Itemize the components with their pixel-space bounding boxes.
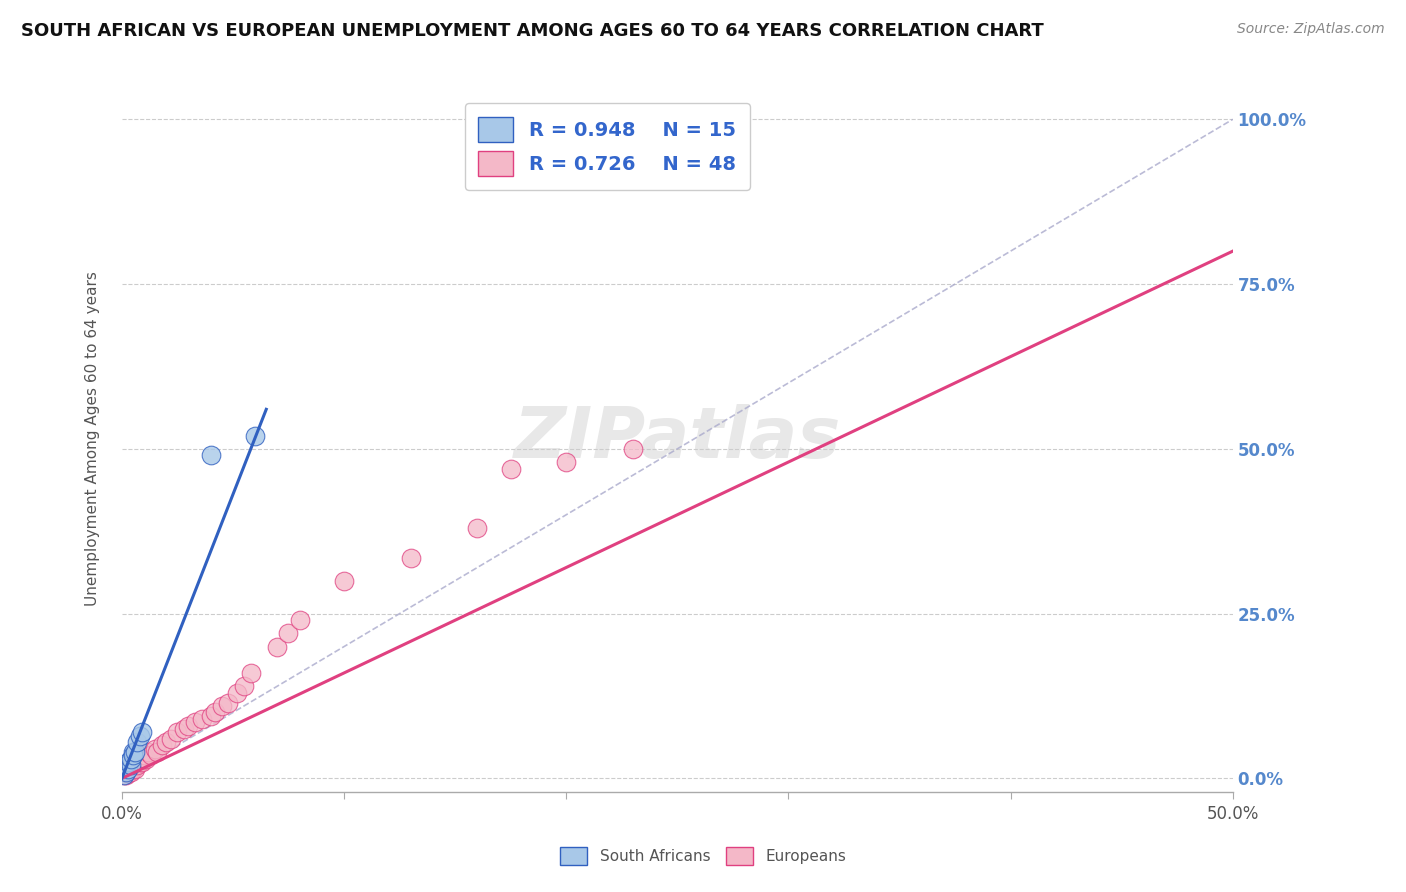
Point: [117, 766, 139, 780]
Legend: R = 0.948    N = 15, R = 0.726    N = 48: R = 0.948 N = 15, R = 0.726 N = 48: [465, 103, 749, 190]
Point: [112, 768, 135, 782]
Point: [127, 758, 149, 772]
Point: [200, 708, 222, 723]
Point: [155, 735, 177, 749]
Point: [499, 461, 522, 475]
Point: [117, 755, 139, 769]
Point: [127, 735, 149, 749]
Point: [333, 574, 356, 588]
Point: [177, 719, 200, 733]
Point: [166, 725, 188, 739]
Point: [132, 748, 155, 763]
Text: SOUTH AFRICAN VS EUROPEAN UNEMPLOYMENT AMONG AGES 60 TO 64 YEARS CORRELATION CHA: SOUTH AFRICAN VS EUROPEAN UNEMPLOYMENT A…: [21, 22, 1043, 40]
Point: [115, 764, 138, 779]
Point: [200, 449, 222, 463]
Point: [112, 768, 135, 782]
Point: [115, 764, 138, 779]
Point: [218, 696, 240, 710]
Point: [124, 745, 146, 759]
Legend: South Africans, Europeans: South Africans, Europeans: [554, 841, 852, 871]
Text: ZIPatlas: ZIPatlas: [513, 404, 841, 474]
Point: [233, 679, 256, 693]
Point: [124, 762, 146, 776]
Point: [131, 725, 153, 739]
Point: [115, 758, 138, 772]
Point: [211, 698, 233, 713]
Point: [120, 762, 142, 776]
Point: [184, 715, 207, 730]
Point: [288, 613, 311, 627]
Point: [120, 764, 142, 779]
Point: [138, 745, 160, 759]
Point: [122, 762, 145, 776]
Point: [128, 755, 150, 769]
Point: [120, 758, 142, 772]
Point: [555, 455, 578, 469]
Point: [124, 755, 146, 769]
Point: [115, 768, 138, 782]
Point: [139, 748, 162, 763]
Point: [122, 745, 145, 759]
Point: [191, 712, 214, 726]
Point: [131, 755, 153, 769]
Point: [150, 739, 173, 753]
Point: [226, 686, 249, 700]
Point: [120, 751, 142, 765]
Point: [277, 626, 299, 640]
Point: [143, 741, 166, 756]
Point: [239, 665, 262, 680]
Point: [146, 745, 169, 759]
Point: [128, 729, 150, 743]
Point: [621, 442, 644, 456]
Point: [710, 112, 733, 127]
Point: [117, 764, 139, 778]
Point: [399, 550, 422, 565]
Point: [266, 640, 288, 654]
Point: [465, 521, 488, 535]
Point: [243, 428, 266, 442]
Point: [120, 758, 142, 772]
Point: [132, 751, 155, 765]
Point: [117, 762, 139, 776]
Point: [204, 706, 226, 720]
Point: [122, 748, 145, 763]
Point: [128, 751, 150, 765]
Y-axis label: Unemployment Among Ages 60 to 64 years: Unemployment Among Ages 60 to 64 years: [86, 271, 100, 607]
Point: [135, 751, 157, 765]
Point: [122, 758, 145, 772]
Point: [159, 731, 181, 746]
Text: Source: ZipAtlas.com: Source: ZipAtlas.com: [1237, 22, 1385, 37]
Point: [173, 722, 195, 736]
